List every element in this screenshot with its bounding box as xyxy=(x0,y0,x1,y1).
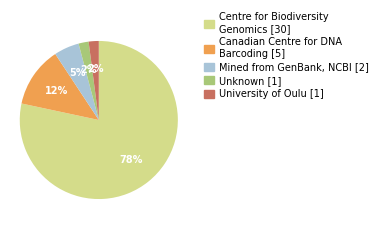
Wedge shape xyxy=(89,41,99,120)
Wedge shape xyxy=(20,41,178,199)
Text: 5%: 5% xyxy=(70,68,86,78)
Text: 2%: 2% xyxy=(87,64,104,74)
Wedge shape xyxy=(55,44,99,120)
Text: 78%: 78% xyxy=(119,155,143,165)
Wedge shape xyxy=(79,42,99,120)
Legend: Centre for Biodiversity
Genomics [30], Canadian Centre for DNA
Barcoding [5], Mi: Centre for Biodiversity Genomics [30], C… xyxy=(203,10,371,101)
Wedge shape xyxy=(22,54,99,120)
Text: 2%: 2% xyxy=(81,65,97,75)
Text: 12%: 12% xyxy=(45,86,68,96)
